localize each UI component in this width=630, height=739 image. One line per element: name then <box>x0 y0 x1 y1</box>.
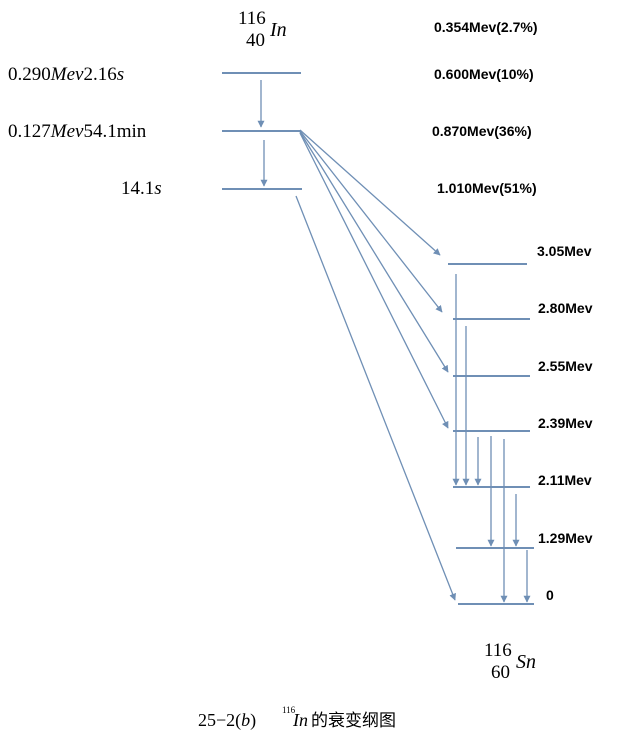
caption-mass-superscript: 116 <box>282 705 296 715</box>
caption-symbol: In <box>292 710 308 730</box>
beta-branch-2-label: 0.600Mev(10%) <box>434 66 534 82</box>
beta-arrow-to-2.55 <box>299 131 449 373</box>
beta-arrow-to-ground <box>295 195 456 601</box>
daughter-level-3.05-label: 3.05Mev <box>537 243 592 259</box>
daughter-level-1.29-label: 1.29Mev <box>538 530 593 546</box>
parent-level-3-label: 14.1s <box>121 178 162 199</box>
beta-branch-1-label: 0.354Mev(2.7%) <box>434 19 538 35</box>
daughter-level-ground-label: 0 <box>546 587 554 603</box>
caption-suffix: 的衰变纲图 <box>311 711 396 731</box>
parent-mass-number: 116 <box>238 8 266 29</box>
caption-main: 25−2(b) <box>198 710 256 731</box>
daughter-atomic-number: 60 <box>491 662 510 683</box>
beta-branch-3-label: 0.870Mev(36%) <box>432 123 532 139</box>
parent-level-2-label: 0.127Mev54.1min <box>8 121 147 142</box>
beta-arrow-to-3.05 <box>299 129 441 256</box>
daughter-level-2.55-label: 2.55Mev <box>538 358 593 374</box>
daughter-symbol: Sn <box>516 651 536 673</box>
daughter-level-2.11-label: 2.11Mev <box>538 472 592 488</box>
beta-arrow-to-2.80 <box>299 130 443 313</box>
beta-arrow-to-2.39 <box>299 132 449 429</box>
daughter-level-2.39-label: 2.39Mev <box>538 415 593 431</box>
parent-symbol: In <box>269 19 287 41</box>
beta-branch-4-label: 1.010Mev(51%) <box>437 180 537 196</box>
parent-atomic-number: 40 <box>246 30 265 51</box>
parent-level-1-label: 0.290Mev2.16s <box>8 64 124 85</box>
figure-caption: 25−2(b) 116 In 的衰变纲图 <box>198 705 396 731</box>
daughter-level-2.80-label: 2.80Mev <box>538 300 593 316</box>
daughter-mass-number: 116 <box>484 640 512 661</box>
